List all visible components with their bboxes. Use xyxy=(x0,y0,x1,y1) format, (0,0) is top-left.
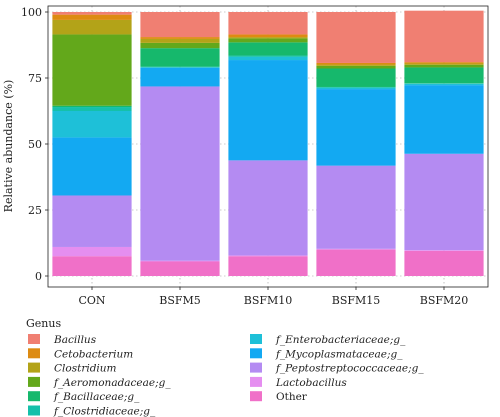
bar-segment-cetobacterium-con xyxy=(52,14,132,20)
bar-segment-clostridium-bsfm5 xyxy=(140,38,220,43)
bar-segment-f-mycoplasmataceae-g-bsfm20 xyxy=(404,85,484,154)
bar-segment-other-bsfm15 xyxy=(316,249,396,276)
bar-segment-lactobacillus-bsfm15 xyxy=(316,248,396,250)
legend-swatch xyxy=(28,376,40,387)
bar-segment-f-peptostreptococcaceae-g-bsfm5 xyxy=(140,86,220,261)
bar-segment-f-mycoplasmataceae-g-bsfm15 xyxy=(316,89,396,166)
bar-segment-cetobacterium-bsfm10 xyxy=(228,34,308,38)
legend-swatch xyxy=(250,348,262,359)
bar-segment-f-bacillaceae-g-con xyxy=(52,105,132,108)
bar-segment-bacillus-bsfm20 xyxy=(404,10,484,63)
legend-swatch xyxy=(28,391,40,402)
y-tick-label: 0 xyxy=(35,270,42,283)
y-tick-label: 75 xyxy=(28,72,42,85)
legend-label: Bacillus xyxy=(53,334,97,346)
legend-swatch xyxy=(28,405,40,416)
x-tick-label: CON xyxy=(78,294,105,307)
bar-segment-f-mycoplasmataceae-g-bsfm10 xyxy=(228,60,308,161)
y-axis-title: Relative abundance (%) xyxy=(2,80,15,213)
bar-segment-clostridium-bsfm15 xyxy=(316,64,396,66)
bar-segment-f-aeromonadaceae-g-con xyxy=(52,34,132,106)
y-axis: 0 25 50 75 100 xyxy=(21,6,48,283)
bar-segment-clostridium-bsfm20 xyxy=(404,63,484,65)
bar-segment-bacillus-bsfm10 xyxy=(228,12,308,35)
x-axis: CON BSFM5 BSFM10 BSFM15 BSFM20 xyxy=(78,287,468,307)
bar-segment-f-aeromonadaceae-g-bsfm15 xyxy=(316,65,396,69)
legend-label: f_Mycoplasmataceae;g_ xyxy=(275,348,403,360)
legend-label: Lactobacillus xyxy=(275,377,347,389)
bar-segment-cetobacterium-bsfm15 xyxy=(316,62,396,65)
legend-swatch xyxy=(28,348,40,359)
bar-segment-f-enterobacteriaceae-g-bsfm20 xyxy=(404,83,484,86)
legend-swatch xyxy=(28,334,40,344)
bar-segment-lactobacillus-bsfm20 xyxy=(404,250,484,251)
bar-segment-f-clostridiaceae-g-bsfm5 xyxy=(140,66,220,68)
bar-segment-clostridium-bsfm10 xyxy=(228,37,308,39)
legend-label: f_Peptostreptococcaceae;g_ xyxy=(275,363,424,375)
bar-segment-f-peptostreptococcaceae-g-bsfm10 xyxy=(228,160,308,256)
bar-segment-f-mycoplasmataceae-g-bsfm5 xyxy=(140,67,220,87)
bar-segment-cetobacterium-bsfm5 xyxy=(140,37,220,39)
x-tick-label: BSFM20 xyxy=(420,294,469,307)
bar-segment-f-bacillaceae-g-bsfm5 xyxy=(140,48,220,67)
bar-segment-f-bacillaceae-g-bsfm15 xyxy=(316,68,396,87)
bar-segment-f-bacillaceae-g-bsfm20 xyxy=(404,67,484,84)
bar-segment-f-peptostreptococcaceae-g-con xyxy=(52,195,132,247)
bar-segment-f-bacillaceae-g-bsfm10 xyxy=(228,42,308,56)
bar-segment-f-enterobacteriaceae-g-con xyxy=(52,111,132,138)
bar-segment-other-bsfm20 xyxy=(404,250,484,276)
bar-segment-lactobacillus-con xyxy=(52,246,132,257)
bar-segment-other-bsfm5 xyxy=(140,261,220,276)
bar-segment-f-enterobacteriaceae-g-bsfm15 xyxy=(316,87,396,90)
x-tick-label: BSFM5 xyxy=(159,294,201,307)
legend-title: Genus xyxy=(26,317,61,330)
bar-segment-f-enterobacteriaceae-g-bsfm10 xyxy=(228,56,308,61)
bar-segment-f-peptostreptococcaceae-g-bsfm20 xyxy=(404,153,484,251)
bar-segment-other-bsfm10 xyxy=(228,256,308,276)
bar-segment-lactobacillus-bsfm5 xyxy=(140,260,220,262)
bar-segment-cetobacterium-bsfm20 xyxy=(404,62,484,64)
bar-segment-f-clostridiaceae-g-con xyxy=(52,107,132,111)
plot-panel xyxy=(47,5,489,288)
bar-segment-f-enterobacteriaceae-g-bsfm5 xyxy=(140,67,220,68)
bar-segment-f-clostridiaceae-g-bsfm15 xyxy=(316,86,396,88)
bar-segment-bacillus-bsfm5 xyxy=(140,12,220,38)
x-tick-label: BSFM10 xyxy=(244,294,293,307)
bar-segment-bacillus-bsfm15 xyxy=(316,12,396,63)
legend-swatch xyxy=(250,334,262,344)
bar-segment-f-aeromonadaceae-g-bsfm10 xyxy=(228,38,308,43)
legend-label: Cetobacterium xyxy=(54,348,133,360)
bar-segment-f-aeromonadaceae-g-bsfm5 xyxy=(140,42,220,49)
legend-label: Other xyxy=(276,391,308,403)
legend-label: f_Aeromonadaceae;g_ xyxy=(53,377,171,389)
legend-swatch xyxy=(250,391,262,402)
bar-segment-f-peptostreptococcaceae-g-bsfm15 xyxy=(316,165,396,249)
legend-label: f_Clostridiaceae;g_ xyxy=(53,406,156,417)
legend-label: Clostridium xyxy=(54,363,117,375)
bar-segment-lactobacillus-bsfm10 xyxy=(228,255,308,257)
y-tick-label: 100 xyxy=(21,6,42,19)
legend-swatch xyxy=(250,362,262,373)
bar-segment-f-clostridiaceae-g-bsfm10 xyxy=(228,55,308,57)
bar-segment-bacillus-con xyxy=(52,12,132,15)
legend: Genus Bacillus Cetobacterium Clostridium f_… xyxy=(26,317,424,417)
y-tick-label: 50 xyxy=(28,138,42,151)
y-tick-label: 25 xyxy=(28,204,42,217)
bar-segment-f-mycoplasmataceae-g-con xyxy=(52,137,132,196)
legend-swatch xyxy=(250,376,262,387)
bar-segment-f-clostridiaceae-g-bsfm20 xyxy=(404,83,484,84)
bar-segment-f-aeromonadaceae-g-bsfm20 xyxy=(404,64,484,68)
bar-segment-clostridium-con xyxy=(52,19,132,35)
x-tick-label: BSFM15 xyxy=(332,294,381,307)
legend-label: f_Enterobacteriaceae;g_ xyxy=(275,334,406,346)
bar-segment-other-con xyxy=(52,256,132,276)
legend-label: f_Bacillaceae;g_ xyxy=(53,391,140,403)
legend-swatch xyxy=(28,362,40,373)
